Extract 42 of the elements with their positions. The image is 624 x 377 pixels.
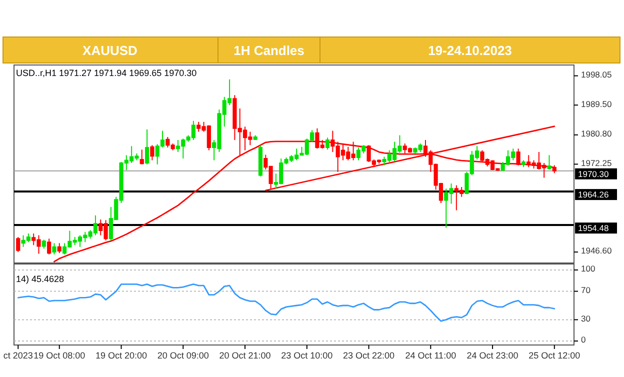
- candlestick: [253, 134, 258, 141]
- y-tick-label: 1980.80: [581, 128, 612, 139]
- y-tick-label: 30: [581, 313, 591, 324]
- x-tick-label: 25 Oct 12:00: [528, 350, 580, 360]
- x-tick-label: 19 Oct 20:00: [95, 350, 148, 360]
- x-tick-label: 20 Oct 09:00: [157, 350, 209, 360]
- candlestick: [150, 144, 154, 161]
- candlestick: [144, 128, 150, 165]
- candlestick: [47, 238, 52, 255]
- candlestick: [52, 242, 56, 255]
- x-tick-label: 23 Oct 10:00: [281, 350, 333, 360]
- y-tick-label: 0: [581, 334, 586, 345]
- y-tick-label: 1989.50: [581, 98, 612, 109]
- x-tick-label: ct 2023: [3, 350, 33, 360]
- candlestick: [42, 239, 46, 250]
- candlestick: [140, 149, 144, 165]
- annotation: USD..r,H1 1971.27 1971.94 1969.65 1970.30: [16, 68, 197, 78]
- text: 14) 45.4628: [16, 274, 64, 284]
- y-tick-label: 1972.25: [581, 158, 612, 168]
- x-tick-label: 24 Oct 11:00: [405, 350, 456, 360]
- x-tick-label: 19 Oct 08:00: [34, 350, 86, 360]
- candlestick: [547, 154, 552, 170]
- ref-line-label: 1970.30: [578, 168, 609, 179]
- y-tick-label: 1998.05: [581, 69, 612, 80]
- candlestick: [258, 144, 263, 177]
- candlestick: [516, 148, 520, 166]
- line-series: [17, 283, 556, 322]
- x-tick-label: 23 Oct 22:00: [342, 350, 395, 360]
- y-tick-label: 1946.60: [581, 246, 612, 256]
- x-tick-label: 24 Oct 23:00: [466, 350, 518, 360]
- candlestick: [16, 236, 20, 253]
- candlestick: [521, 160, 526, 168]
- ref-line-label: 1954.48: [578, 223, 609, 234]
- chart-title: XAUUSD: [82, 43, 138, 58]
- y-tick-label: 70: [581, 284, 591, 295]
- candlestick: [325, 137, 330, 150]
- candlestick: [57, 242, 62, 254]
- ref-line-label: 1964.26: [578, 190, 609, 200]
- y-tick-label: 100: [581, 264, 596, 274]
- x-tick-label: 20 Oct 21:00: [219, 350, 271, 360]
- chart-subtitle: 1H Candles: [234, 43, 304, 58]
- text: 19-24.10.2023: [428, 43, 512, 58]
